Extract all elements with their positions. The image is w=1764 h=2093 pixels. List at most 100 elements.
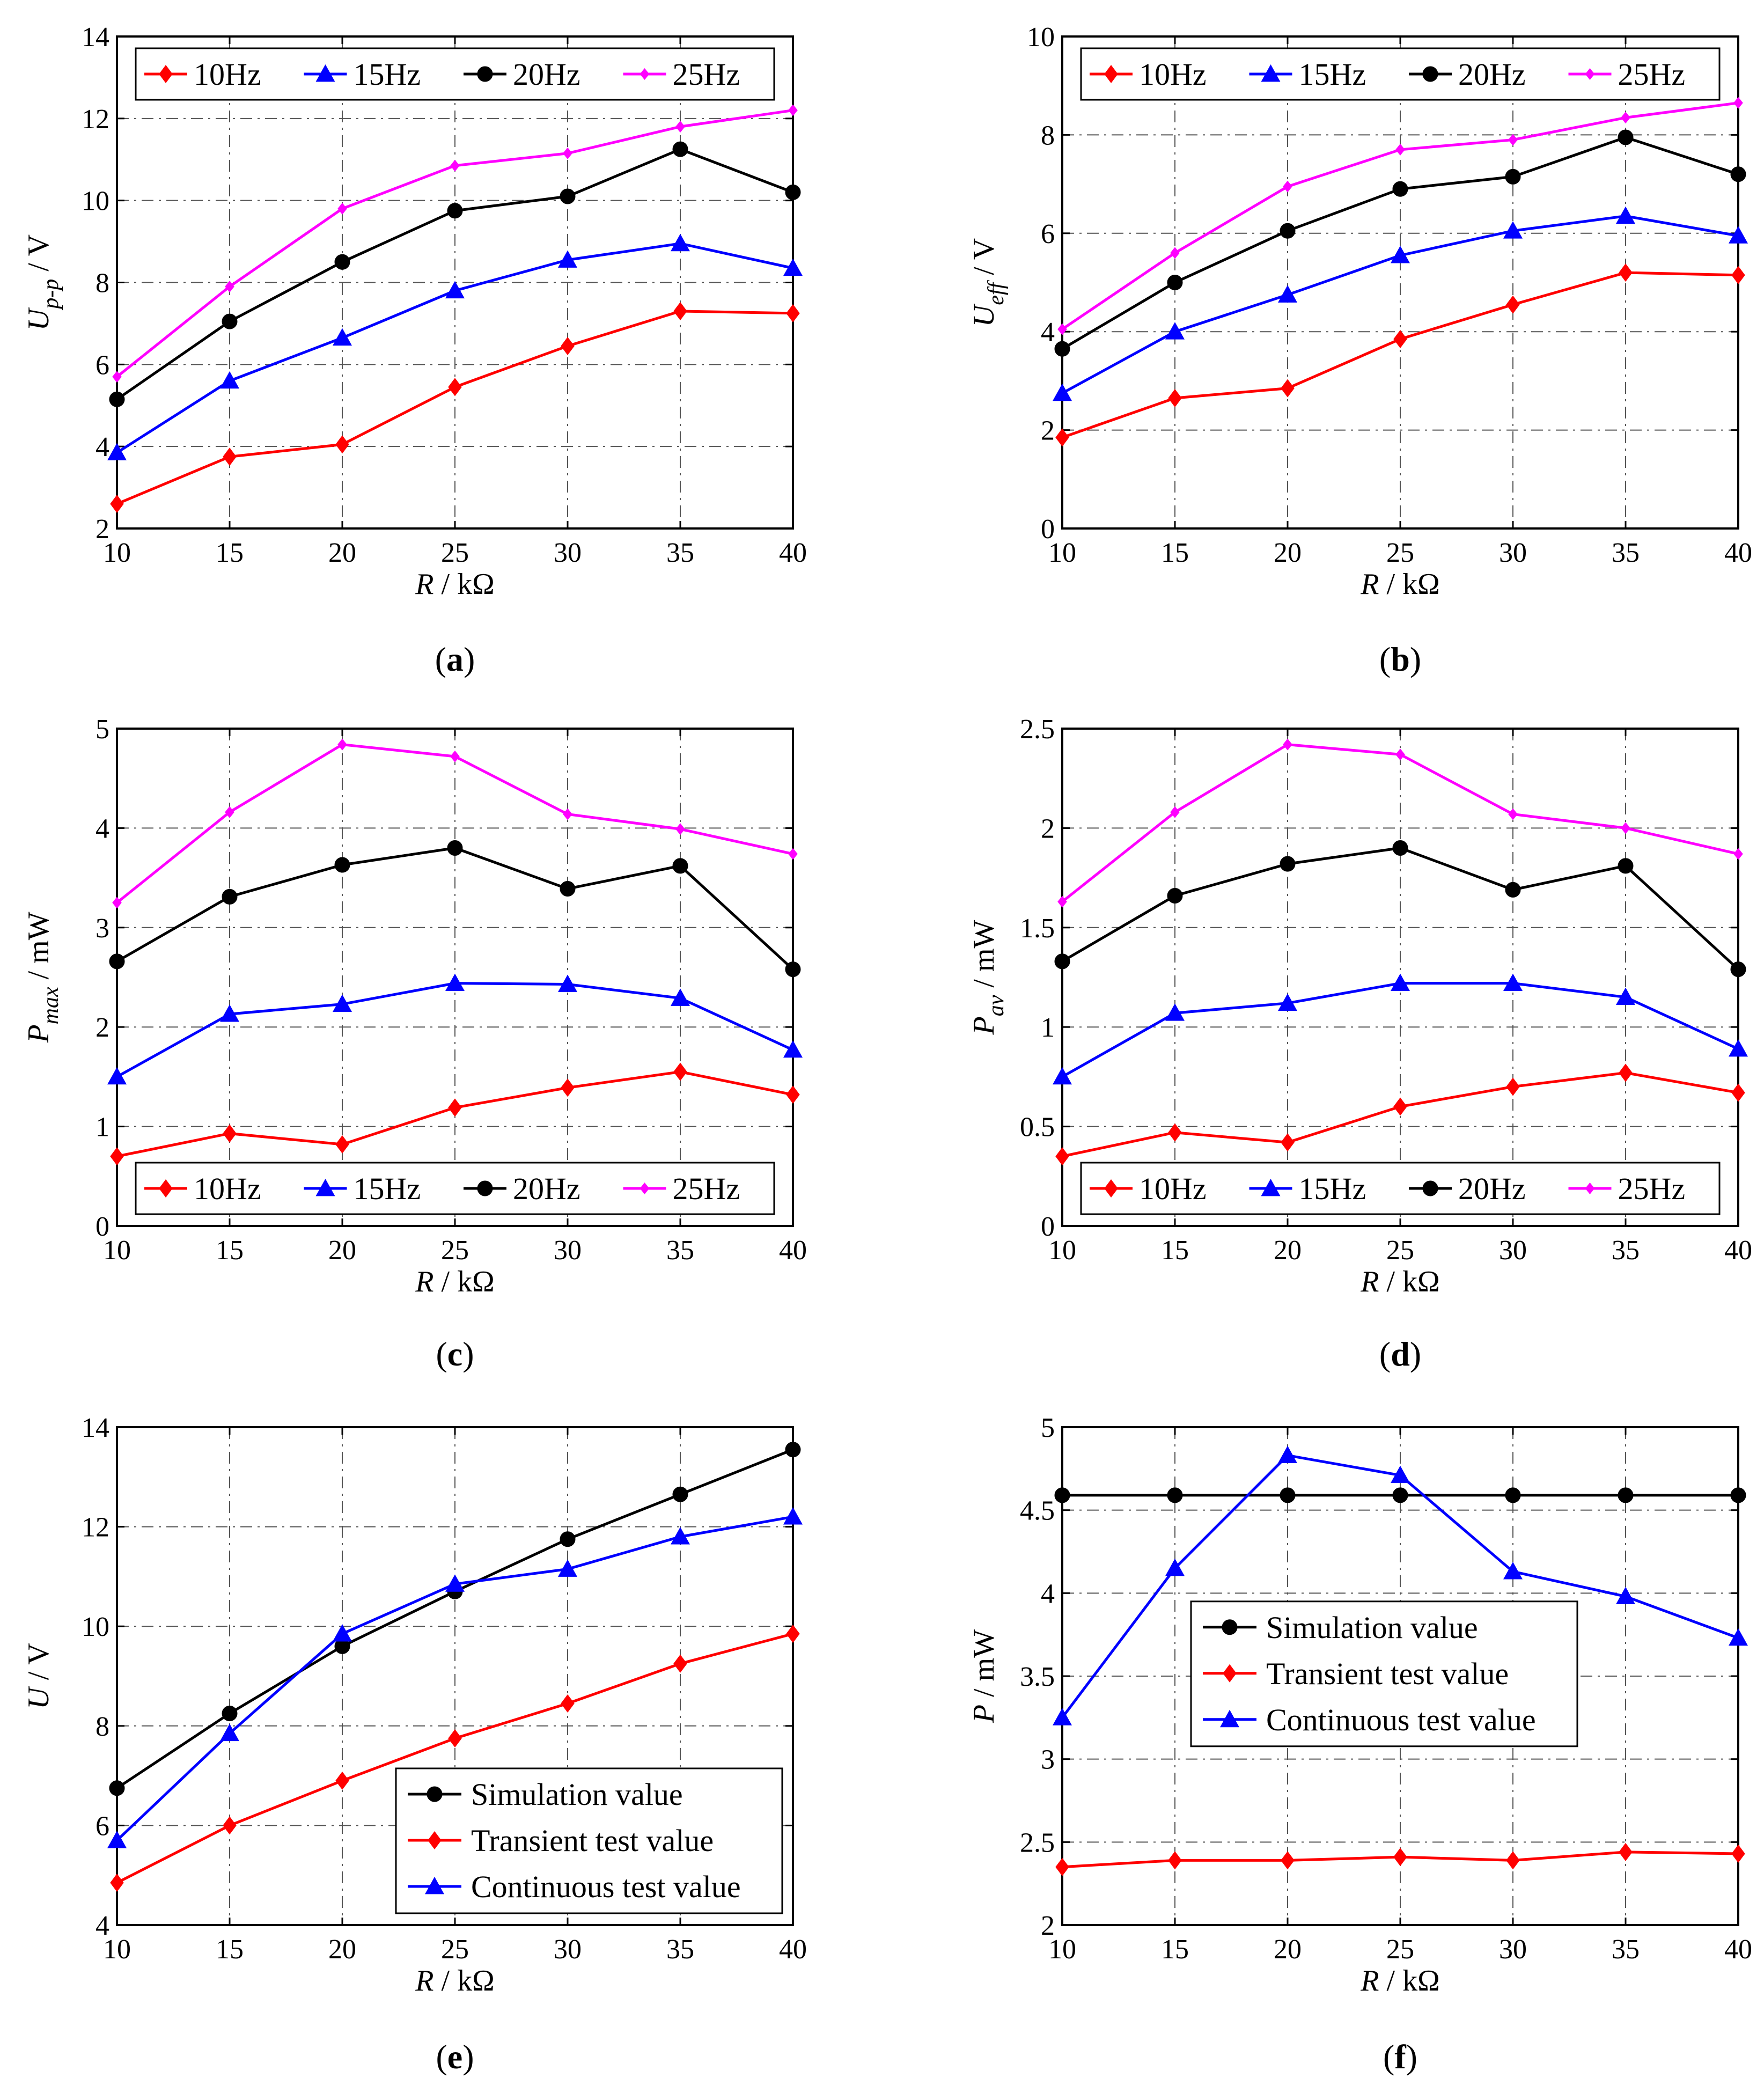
y-tick-label: 8 xyxy=(95,268,109,299)
x-tick-label: 40 xyxy=(1724,1235,1752,1266)
legend-label: Continuous test value xyxy=(1266,1702,1536,1737)
x-axis-label-unit: / kΩ xyxy=(1379,568,1440,601)
panel-caption: (c) xyxy=(436,1335,474,1373)
data-point xyxy=(334,254,350,270)
y-axis-label: Up-p / V xyxy=(22,234,63,331)
data-point xyxy=(1733,97,1743,109)
chart-d: 10 15 20 25 30 35 40 0 0.5 1 1.5 2 2.5 R / kΩ Pav / mW… xyxy=(967,714,1752,1373)
x-tick-label: 10 xyxy=(1048,1934,1076,1965)
series-10hz xyxy=(110,302,800,513)
data-point xyxy=(1168,1851,1182,1870)
data-point xyxy=(337,738,347,751)
data-point xyxy=(337,202,347,215)
x-axis-label: R / kΩ xyxy=(415,1964,494,1997)
data-point xyxy=(1278,285,1297,303)
data-point xyxy=(112,371,122,383)
legend-label: 10Hz xyxy=(194,57,261,92)
x-axis-label-unit: / kΩ xyxy=(434,1265,495,1298)
legend-marker xyxy=(1261,1179,1281,1196)
y-axis-label-unit: / mW xyxy=(967,920,1001,995)
data-point xyxy=(672,858,688,874)
data-point xyxy=(1503,973,1523,992)
data-point xyxy=(1616,206,1635,224)
x-tick-label: 25 xyxy=(441,538,469,568)
x-axis-label-unit: / kΩ xyxy=(434,1964,495,1997)
data-point xyxy=(1619,1063,1633,1082)
x-tick-label: 30 xyxy=(554,1235,582,1266)
data-point xyxy=(673,1062,687,1081)
data-point xyxy=(1165,1558,1185,1576)
x-tick-label: 35 xyxy=(666,1934,694,1965)
data-point xyxy=(1278,993,1297,1011)
data-point xyxy=(786,1625,800,1643)
y-tick-label: 10 xyxy=(82,1612,109,1642)
x-tick-label: 10 xyxy=(1048,1235,1076,1266)
y-tick-label: 0 xyxy=(1041,514,1055,545)
legend: Simulation value Transient test value Cont… xyxy=(395,1767,783,1914)
series-15hz xyxy=(107,233,803,461)
legend-marker xyxy=(1220,1709,1239,1728)
series-20hz xyxy=(1054,840,1746,978)
y-tick-label: 1 xyxy=(95,1112,109,1143)
data-point xyxy=(1506,295,1520,314)
data-point xyxy=(1281,379,1295,398)
data-point xyxy=(1731,1844,1745,1863)
y-tick-label: 2.5 xyxy=(1020,714,1055,745)
x-tick-label: 35 xyxy=(666,1235,694,1266)
legend-label: Transient test value xyxy=(1266,1656,1509,1691)
x-tick-label: 15 xyxy=(1161,1235,1189,1266)
y-axis-label: Pav / mW xyxy=(967,920,1009,1035)
data-point xyxy=(1506,1851,1520,1870)
series-continuous-test-value xyxy=(107,1507,803,1848)
data-point xyxy=(109,391,125,407)
legend: 10Hz 15Hz 20Hz 25Hz xyxy=(1080,47,1721,101)
panel-caption-open: ( xyxy=(1383,2038,1394,2076)
data-point xyxy=(448,378,462,396)
data-point xyxy=(220,371,239,389)
y-axis-label: P / mW xyxy=(967,1629,1001,1723)
data-point xyxy=(1505,882,1521,898)
data-point xyxy=(1619,1842,1633,1861)
panel-caption-close: ) xyxy=(464,640,475,678)
legend-label: 10Hz xyxy=(1139,1171,1207,1206)
data-point xyxy=(1505,168,1521,185)
x-axis-label-unit: / kΩ xyxy=(1379,1964,1440,1997)
x-tick-label: 20 xyxy=(1274,1934,1302,1965)
data-point xyxy=(673,302,687,320)
data-point xyxy=(333,1624,352,1642)
x-tick-label: 25 xyxy=(441,1934,469,1965)
y-axis-label-symbol: U xyxy=(22,307,55,331)
data-point xyxy=(333,328,352,346)
panel-caption: (f) xyxy=(1383,2038,1417,2076)
y-tick-label: 8 xyxy=(95,1712,109,1742)
y-tick-label: 12 xyxy=(82,1512,109,1543)
series-15hz xyxy=(1053,973,1748,1085)
data-point xyxy=(447,203,463,219)
data-point xyxy=(1170,247,1180,259)
data-point xyxy=(1508,134,1518,146)
x-tick-label: 15 xyxy=(216,1934,244,1965)
x-axis-label-symbol: R xyxy=(415,1265,433,1298)
data-point xyxy=(1729,1039,1748,1057)
panel-caption-close: ) xyxy=(462,2038,474,2076)
data-point xyxy=(109,953,125,970)
panel-caption-letter: d xyxy=(1391,1335,1410,1373)
data-point xyxy=(1730,166,1746,182)
data-point xyxy=(675,121,685,133)
x-tick-label: 10 xyxy=(103,1934,131,1965)
panel-caption-open: ( xyxy=(1379,640,1391,678)
y-tick-label: 0 xyxy=(1041,1211,1055,1242)
data-point xyxy=(445,1574,465,1592)
y-tick-label: 2 xyxy=(1041,416,1055,446)
data-point xyxy=(671,233,690,252)
data-point xyxy=(223,447,237,466)
legend-marker xyxy=(315,64,335,82)
data-point xyxy=(783,1040,803,1058)
legend-label: Continuous test value xyxy=(471,1869,741,1904)
panel-caption-letter: a xyxy=(446,640,464,678)
data-point xyxy=(223,1124,237,1143)
data-point xyxy=(673,1654,687,1673)
data-point xyxy=(225,281,234,293)
data-point xyxy=(561,1078,575,1097)
x-tick-label: 20 xyxy=(1274,538,1302,568)
